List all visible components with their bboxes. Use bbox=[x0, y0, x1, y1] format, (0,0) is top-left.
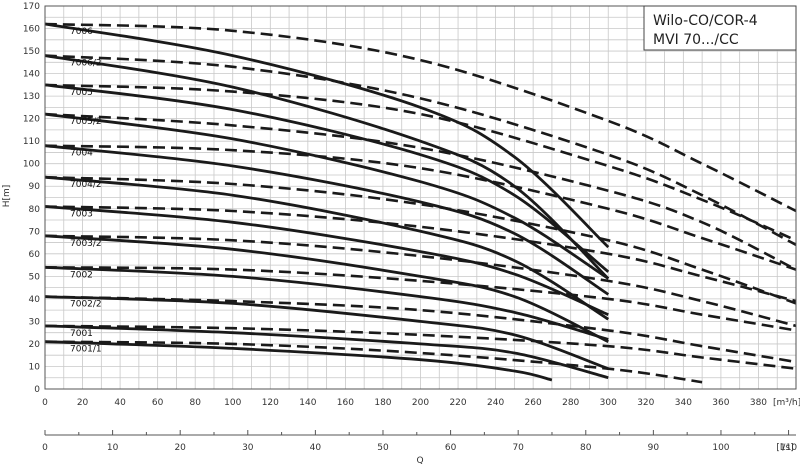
curve-dashed bbox=[44, 83, 797, 242]
plot-frame bbox=[44, 5, 797, 390]
y-tick-label: 130 bbox=[23, 92, 40, 102]
axes: 0102030405060708090100110120130140150160… bbox=[23, 2, 798, 453]
y-tick-label: 20 bbox=[29, 340, 41, 350]
secondary-x-tick-label: 70 bbox=[512, 443, 524, 453]
y-tick-label: 60 bbox=[29, 250, 41, 260]
curve-solid bbox=[44, 234, 609, 343]
curve-dashed bbox=[44, 234, 797, 328]
curve-dashed bbox=[44, 54, 797, 246]
curve-solid bbox=[44, 324, 609, 380]
curve-dashed bbox=[44, 144, 797, 271]
x-tick-label: 220 bbox=[449, 398, 466, 408]
curve-label: 7003 bbox=[70, 210, 93, 220]
curve-dashed bbox=[44, 324, 797, 370]
curve-solid bbox=[44, 83, 610, 273]
x-unit-secondary: [l/s] bbox=[776, 443, 793, 453]
curve-label: 7006 bbox=[70, 27, 93, 37]
title-line-1: Wilo-CO/COR-4 bbox=[653, 13, 758, 29]
curve-solid bbox=[44, 54, 610, 280]
x-tick-label: 80 bbox=[189, 398, 201, 408]
y-tick-label: 160 bbox=[23, 25, 40, 35]
secondary-x-tick-label: 0 bbox=[42, 443, 48, 453]
x-tick-label: 140 bbox=[299, 398, 316, 408]
secondary-x-tick-label: 50 bbox=[377, 443, 389, 453]
y-tick-label: 110 bbox=[23, 137, 40, 147]
curve-label: 7005/2 bbox=[70, 117, 102, 127]
y-tick-label: 170 bbox=[23, 2, 40, 12]
curve-label: 7001 bbox=[70, 329, 93, 339]
y-tick-label: 0 bbox=[34, 385, 40, 395]
title-line-2: MVI 70.../CC bbox=[653, 32, 739, 48]
y-tick-label: 30 bbox=[29, 317, 41, 327]
y-tick-label: 100 bbox=[23, 160, 40, 170]
curve-label: 7006/2 bbox=[70, 59, 102, 69]
curve-label: 7004 bbox=[70, 149, 93, 159]
x-tick-label: 360 bbox=[712, 398, 729, 408]
x-tick-label: 60 bbox=[152, 398, 164, 408]
x-tick-label: 100 bbox=[224, 398, 241, 408]
x-tick-label: 320 bbox=[637, 398, 654, 408]
curve-dashed bbox=[44, 175, 797, 305]
x-tick-label: 240 bbox=[487, 398, 504, 408]
curve-label: 7005 bbox=[70, 88, 93, 98]
x-tick-label: 160 bbox=[337, 398, 354, 408]
y-tick-label: 150 bbox=[23, 47, 40, 57]
secondary-x-tick-label: 20 bbox=[174, 443, 186, 453]
curve-solid bbox=[44, 22, 610, 249]
x-tick-label: 300 bbox=[600, 398, 617, 408]
curve-label: 7001/1 bbox=[70, 345, 102, 355]
y-tick-label: 50 bbox=[29, 272, 41, 282]
curve-solid bbox=[44, 144, 610, 296]
title-box-frame bbox=[643, 5, 797, 51]
curve-label: 7004/2 bbox=[70, 180, 102, 190]
secondary-x-tick-label: 60 bbox=[445, 443, 457, 453]
y-axis-label: H[m] bbox=[2, 185, 12, 208]
secondary-x-tick-label: 90 bbox=[648, 443, 660, 453]
secondary-x-tick-label: 30 bbox=[242, 443, 254, 453]
curve-solid bbox=[44, 340, 553, 382]
curve-dashed bbox=[44, 205, 797, 303]
curve-solid bbox=[44, 112, 610, 280]
secondary-x-tick-label: 80 bbox=[580, 443, 592, 453]
pump-curves bbox=[44, 22, 797, 384]
curve-label: 7002/2 bbox=[70, 300, 102, 310]
curve-solid bbox=[44, 205, 609, 316]
curve-dashed bbox=[44, 112, 797, 271]
secondary-x-tick-label: 110 bbox=[780, 443, 797, 453]
y-tick-label: 120 bbox=[23, 115, 40, 125]
x-tick-label: 180 bbox=[374, 398, 391, 408]
x-unit-primary: [m³/h] bbox=[773, 398, 800, 408]
secondary-x-tick-label: 100 bbox=[712, 443, 729, 453]
curve-label: 7003/2 bbox=[70, 239, 102, 249]
y-tick-label: 10 bbox=[29, 362, 41, 372]
x-tick-label: 380 bbox=[750, 398, 767, 408]
title-box: Wilo-CO/COR-4 MVI 70.../CC bbox=[643, 5, 797, 51]
y-tick-label: 70 bbox=[29, 227, 41, 237]
secondary-x-tick-label: 40 bbox=[310, 443, 322, 453]
secondary-x-tick-label: 10 bbox=[107, 443, 119, 453]
y-tick-label: 140 bbox=[23, 70, 40, 80]
grid-lines bbox=[44, 5, 797, 390]
x-tick-label: 120 bbox=[262, 398, 279, 408]
x-tick-label: 340 bbox=[675, 398, 692, 408]
y-tick-label: 90 bbox=[29, 182, 41, 192]
x-axis-label: Q bbox=[416, 456, 423, 466]
curve-solid bbox=[44, 265, 609, 341]
y-tick-label: 40 bbox=[29, 295, 41, 305]
x-tick-label: 260 bbox=[525, 398, 542, 408]
y-tick-label: 80 bbox=[29, 205, 41, 215]
curve-dashed bbox=[44, 266, 797, 332]
x-tick-label: 280 bbox=[562, 398, 579, 408]
curve-dashed bbox=[44, 22, 797, 213]
x-tick-label: 40 bbox=[114, 398, 126, 408]
curve-label: 7002 bbox=[70, 270, 93, 280]
x-tick-label: 0 bbox=[42, 398, 48, 408]
x-tick-label: 20 bbox=[77, 398, 89, 408]
x-tick-label: 200 bbox=[412, 398, 429, 408]
curve-dashed bbox=[44, 340, 703, 384]
curve-labels: 7006 7006/2 7005 7005/2 7004 7004/2 7003 7003/2… bbox=[70, 27, 102, 355]
